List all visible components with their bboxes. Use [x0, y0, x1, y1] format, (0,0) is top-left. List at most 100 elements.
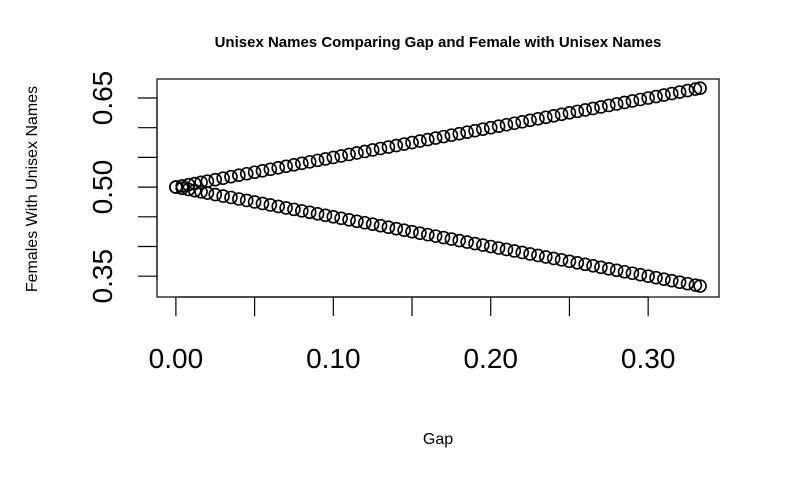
data-point — [570, 104, 585, 119]
data-point — [554, 107, 569, 122]
data-point — [483, 239, 498, 254]
data-point — [208, 172, 223, 187]
data-point — [381, 140, 396, 154]
y-axis: 0.35 0.50 0.65 — [87, 71, 158, 304]
data-point — [602, 261, 616, 276]
data-point — [476, 122, 490, 136]
data-point — [318, 152, 333, 166]
data-point — [405, 135, 419, 150]
data-point — [562, 106, 577, 120]
data-point — [428, 131, 443, 145]
data-point — [216, 189, 230, 203]
data-point — [194, 185, 208, 199]
data-point — [468, 236, 482, 251]
data-point — [175, 181, 189, 196]
data-point — [562, 254, 577, 269]
data-point — [515, 245, 530, 260]
data-point — [523, 113, 537, 128]
plot-frame — [156, 78, 720, 298]
data-point — [224, 190, 238, 205]
data-point — [468, 123, 482, 138]
data-point — [539, 250, 553, 264]
data-point — [169, 180, 183, 194]
data-point — [216, 171, 230, 185]
data-point — [310, 153, 325, 168]
data-point — [420, 132, 435, 147]
data-point — [208, 187, 223, 202]
data-point — [181, 182, 196, 197]
y-axis-label: Females With Unisex Names — [24, 86, 41, 292]
data-point — [318, 208, 333, 223]
data-point — [664, 273, 679, 288]
data-point — [680, 276, 695, 291]
data-point — [617, 264, 632, 279]
data-point — [444, 232, 459, 246]
data-point — [586, 259, 600, 273]
x-axis: 0.00 0.10 0.20 0.30 — [149, 296, 676, 374]
data-point — [633, 92, 648, 107]
data-point — [342, 212, 356, 227]
data-point — [649, 89, 663, 104]
x-tick-label: 0.30 — [621, 343, 676, 374]
data-point — [271, 199, 286, 214]
data-point — [224, 169, 238, 184]
data-point — [350, 146, 364, 160]
data-point — [334, 149, 348, 163]
data-point — [232, 192, 246, 206]
data-point — [342, 147, 356, 162]
y-tick-label: 0.65 — [87, 71, 118, 126]
y-tick-label: 0.35 — [87, 249, 118, 304]
data-point — [491, 241, 506, 255]
data-point — [255, 163, 270, 178]
data-point — [664, 86, 679, 101]
data-point — [436, 129, 451, 144]
data-point — [625, 94, 640, 108]
data-point — [452, 126, 467, 141]
data-point — [657, 272, 671, 286]
data-point — [295, 156, 309, 171]
data-point — [373, 218, 388, 233]
data-point — [310, 207, 325, 221]
data-point — [357, 144, 372, 159]
data-point — [187, 183, 202, 198]
data-point — [279, 201, 293, 215]
data-point — [326, 210, 341, 224]
data-point — [609, 97, 624, 111]
data-point — [420, 227, 435, 242]
data-point — [302, 155, 317, 169]
data-point — [263, 162, 278, 177]
data-point — [515, 114, 530, 129]
data-point — [531, 248, 545, 263]
data-point — [672, 85, 687, 99]
y-tick-label: 0.50 — [87, 160, 118, 215]
data-point — [389, 221, 404, 236]
data-point — [594, 100, 608, 114]
data-point — [539, 110, 553, 125]
data-point — [499, 242, 514, 257]
data-point — [334, 211, 348, 226]
data-point — [570, 256, 585, 270]
data-point — [247, 195, 262, 209]
data-point — [326, 150, 341, 165]
data-point — [255, 196, 270, 211]
data-point — [239, 193, 254, 208]
data-point — [633, 267, 648, 282]
data-point — [688, 82, 703, 96]
data-point — [460, 125, 474, 139]
data-point — [617, 95, 632, 110]
data-point — [688, 278, 703, 292]
data-point — [428, 229, 443, 243]
data-point — [594, 260, 608, 275]
data-point — [693, 279, 707, 293]
data-point — [649, 270, 663, 285]
data-point — [476, 238, 490, 252]
data-point — [483, 120, 498, 135]
data-point — [287, 158, 301, 172]
data-point — [693, 81, 707, 96]
data-point — [295, 204, 309, 218]
data-point — [365, 217, 380, 232]
data-point — [507, 244, 522, 258]
data-point — [546, 109, 561, 123]
data-point — [444, 128, 459, 142]
